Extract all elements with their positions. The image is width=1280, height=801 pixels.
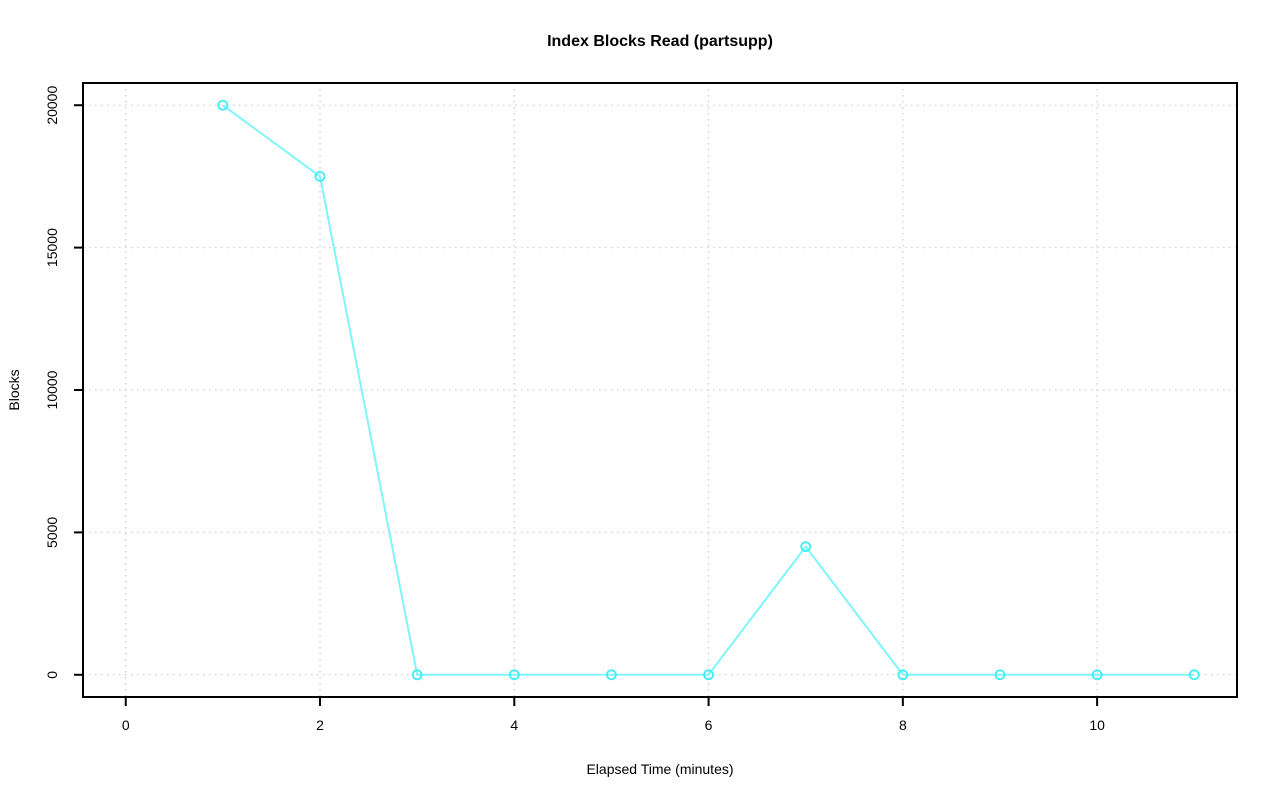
data-point-marker [800,541,812,553]
x-tick-label: 0 [122,717,130,733]
x-tick-label: 8 [899,717,907,733]
y-tick-label: 10000 [44,370,60,409]
y-axis-label: Blocks [6,369,22,411]
y-tick-label: 20000 [44,86,60,125]
data-point-marker [411,669,423,681]
data-point-marker [314,171,326,182]
x-axis-label: Elapsed Time (minutes) [586,761,734,777]
x-tick-label: 2 [316,717,324,733]
x-tick-label: 10 [1089,717,1105,733]
data-point-marker [1091,669,1103,681]
data-point-marker [508,669,520,681]
data-point-marker [703,669,714,681]
x-tick-label: 4 [510,717,518,733]
data-point-marker [1188,669,1200,681]
chart-title: Index Blocks Read (partsupp) [547,33,773,50]
data-line [222,104,1195,676]
data-point-marker [897,669,909,681]
data-point-marker [606,669,617,681]
data-point-marker [994,669,1006,681]
x-tick-label: 6 [705,717,713,733]
y-tick-label: 0 [44,671,60,679]
y-tick-label: 5000 [44,517,60,548]
y-tick-label: 15000 [44,228,60,267]
data-point-marker [217,99,229,111]
